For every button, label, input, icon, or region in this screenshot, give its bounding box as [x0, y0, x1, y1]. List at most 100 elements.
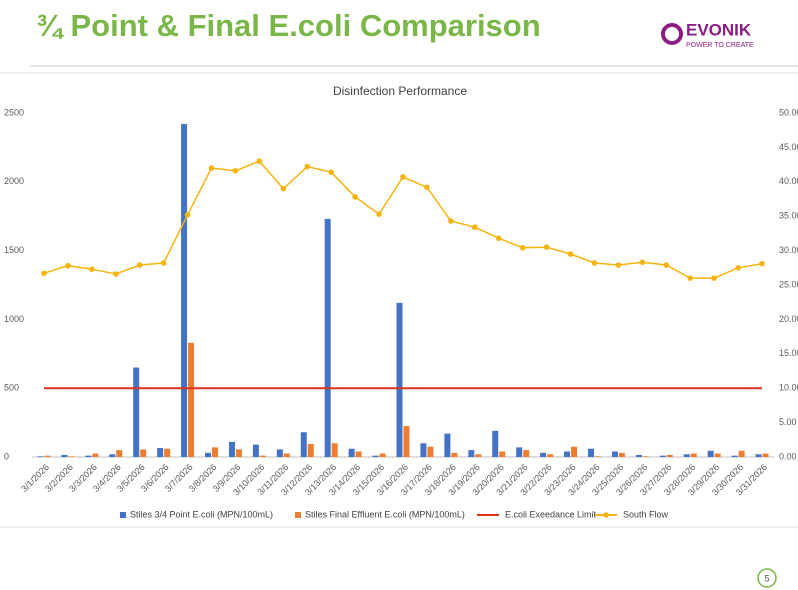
bar: [762, 453, 769, 457]
line-marker: [304, 163, 311, 170]
bar: [228, 441, 235, 457]
logo: EVONIK POWER TO CREATE: [661, 20, 754, 49]
bar: [475, 454, 482, 457]
line-marker: [495, 235, 502, 242]
legend-label: Stiles Final Effluent E.coli (MPN/100mL): [305, 509, 465, 519]
legend-label: Stiles 3/4 Point E.coli (MPN/100mL): [130, 509, 273, 519]
y2-tick-label: 30.00: [779, 245, 798, 255]
line-marker: [41, 270, 47, 277]
y-tick-label: 0: [4, 451, 9, 461]
line-marker: [759, 260, 765, 267]
line-marker: [615, 262, 622, 268]
legend-label: South Flow: [623, 509, 669, 519]
line-marker: [89, 266, 95, 272]
line-marker: [543, 244, 550, 250]
legend-marker: [603, 512, 609, 518]
line-marker: [328, 169, 334, 175]
bar: [666, 454, 673, 457]
y2-tick-label: 20.00: [779, 314, 798, 324]
bar: [307, 443, 314, 457]
bar: [731, 455, 738, 457]
line-marker: [639, 259, 646, 266]
y-tick-label: 500: [4, 383, 19, 393]
y-tick-label: 1500: [4, 245, 24, 255]
bar: [516, 447, 523, 457]
y2-tick-label: 45.00: [779, 142, 798, 152]
bar: [571, 446, 578, 457]
chart-title: Disinfection Performance: [333, 84, 467, 98]
y2-tick-label: 25.00: [779, 279, 798, 289]
bar: [738, 450, 745, 457]
logo-name: EVONIK: [686, 20, 752, 39]
bar: [252, 444, 259, 457]
bar: [44, 455, 51, 457]
bar: [618, 452, 625, 457]
bar: [92, 453, 99, 457]
y2-tick-label: 5.00: [779, 417, 797, 427]
bar: [283, 453, 290, 457]
bar: [444, 433, 451, 457]
legend-swatch: [120, 512, 126, 518]
legend-item: South Flow: [595, 509, 669, 519]
bar: [157, 448, 164, 457]
bar: [109, 454, 116, 457]
line-marker: [663, 262, 670, 268]
bar: [140, 449, 147, 457]
page-badge: [757, 568, 777, 588]
bar: [499, 451, 506, 457]
legend-item: E.coli Exeedance Limit: [477, 509, 597, 519]
y-tick-label: 2000: [4, 176, 24, 186]
bar: [690, 453, 697, 457]
y2-tick-label: 40.00: [779, 176, 798, 186]
bar: [212, 447, 219, 457]
line-marker: [472, 224, 478, 231]
bar: [68, 456, 75, 457]
bar: [164, 448, 171, 457]
y2-tick-label: 0.00: [779, 451, 797, 461]
y2-tick-label: 10.00: [779, 383, 798, 393]
logo-tagline: POWER TO CREATE: [686, 42, 754, 49]
y2-tick-label: 35.00: [779, 211, 798, 221]
bar: [403, 426, 410, 457]
bar: [587, 448, 594, 457]
y-tick-label: 1000: [4, 314, 24, 324]
bar: [420, 443, 427, 457]
line-marker: [160, 260, 167, 266]
bar: [659, 455, 666, 457]
logo-mark: [661, 23, 683, 45]
line-marker: [65, 262, 71, 269]
line-marker: [256, 158, 263, 164]
bar: [635, 454, 642, 457]
line-marker: [112, 271, 119, 277]
bar: [594, 456, 601, 457]
bar: [683, 454, 690, 457]
bar: [564, 451, 571, 457]
y2-tick-label: 50.00: [779, 107, 798, 117]
bar: [547, 454, 554, 457]
bar: [181, 124, 188, 458]
line-marker: [448, 218, 454, 224]
bar: [116, 450, 123, 457]
bar: [611, 451, 618, 457]
line-marker: [352, 194, 358, 200]
bar: [259, 455, 266, 457]
line-marker: [591, 260, 598, 266]
line-marker: [687, 275, 694, 281]
bar: [37, 456, 44, 457]
line-marker: [567, 251, 574, 257]
legend-item: Stiles 3/4 Point E.coli (MPN/100mL): [120, 509, 273, 519]
bar: [348, 448, 355, 457]
line-marker: [136, 262, 143, 268]
line-marker: [400, 174, 406, 180]
line-marker: [424, 184, 430, 191]
bar: [372, 455, 379, 457]
line-marker: [232, 167, 239, 174]
bar: [235, 449, 242, 457]
y-tick-label: 2500: [4, 107, 24, 117]
bar: [451, 452, 458, 457]
bar: [523, 450, 530, 457]
bar: [642, 456, 649, 457]
bar: [276, 449, 283, 457]
